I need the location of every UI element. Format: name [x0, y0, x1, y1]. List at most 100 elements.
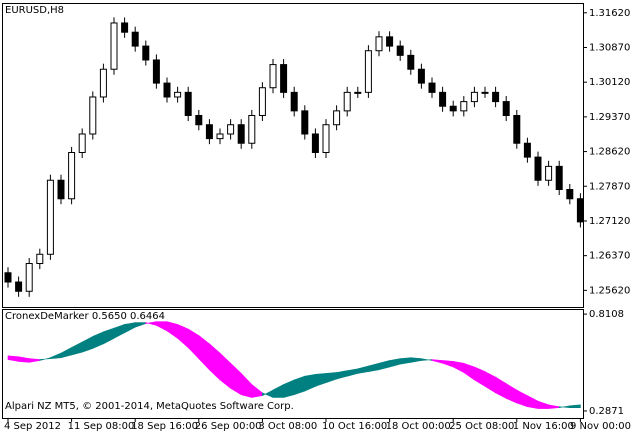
candle-body: [205, 124, 213, 140]
band-segment: [7, 355, 19, 362]
band-segment: [399, 357, 412, 365]
candle-body: [78, 133, 86, 153]
candle-body: [566, 189, 574, 200]
band-segment: [346, 368, 359, 377]
candle-body: [184, 91, 192, 116]
candle-body: [195, 114, 203, 126]
candle-body: [280, 64, 288, 93]
candle-body: [237, 124, 245, 144]
candle-body: [576, 198, 584, 223]
candle-body: [439, 91, 447, 107]
candle-body: [68, 151, 76, 200]
band-segment: [240, 372, 253, 398]
indicator-frame: [2, 309, 584, 419]
band-segment: [198, 334, 210, 371]
band-segment: [209, 343, 221, 381]
band-segment: [272, 384, 284, 398]
x-tick-label: 18 Oct 00:00: [386, 421, 451, 432]
candle-body: [449, 105, 457, 112]
x-tick-label: 18 Sep 16:00: [131, 421, 198, 432]
band-segment: [18, 356, 30, 363]
band-segment: [495, 376, 507, 399]
candle-body: [417, 68, 425, 84]
candle-body: [492, 91, 500, 103]
candle-body: [269, 64, 277, 89]
band-segment: [537, 400, 549, 409]
band-segment: [527, 395, 539, 409]
candle-body: [142, 45, 150, 61]
band-segment: [421, 358, 433, 361]
y-tick-label: 1.28620: [589, 147, 630, 158]
band-segment: [156, 321, 168, 332]
band-segment: [187, 328, 200, 360]
candle-body: [354, 91, 362, 94]
x-tick-label: 11 Sep 08:00: [68, 421, 135, 432]
band-segment: [71, 341, 83, 356]
candle-body: [163, 82, 171, 98]
candle-body: [4, 272, 12, 283]
candle-body: [25, 263, 33, 292]
chart-title: EURUSD,H8: [5, 5, 64, 16]
band-segment: [81, 335, 94, 353]
band-segment: [39, 357, 51, 361]
band-segment: [558, 405, 571, 409]
candle-body: [227, 124, 235, 135]
candle-body: [375, 36, 383, 52]
candle-body: [407, 54, 415, 70]
band-segment: [283, 379, 295, 398]
x-tick-label: 9 Nov 00:00: [570, 421, 631, 432]
candle-body: [216, 133, 224, 140]
candle-body: [258, 87, 266, 116]
indicator-title: CronexDeMarker 0.5650 0.6464: [5, 311, 165, 322]
y-tick-label: 1.31620: [589, 8, 630, 19]
candle-body: [322, 124, 330, 153]
x-tick-label: 4 Sep 2012: [4, 421, 61, 432]
band-segment: [293, 375, 306, 396]
band-segment: [516, 389, 528, 408]
candle-body: [174, 91, 182, 98]
x-tick-label: 1 Nov 16:00: [513, 421, 574, 432]
band-segment: [92, 331, 104, 349]
candle-body: [301, 110, 309, 135]
candle-body: [481, 91, 489, 94]
band-segment: [315, 373, 327, 387]
band-segment: [28, 358, 41, 363]
y-tick-label: 1.27120: [589, 216, 630, 227]
candle-body: [502, 101, 510, 116]
band-segment: [336, 370, 348, 380]
x-tick-label: 10 Oct 16:00: [322, 421, 387, 432]
band-segment: [103, 327, 115, 345]
band-segment: [452, 361, 465, 374]
band-segment: [166, 321, 178, 339]
candle-body: [99, 68, 107, 98]
band-segment: [304, 373, 316, 392]
x-tick-label: 3 Oct 08:00: [258, 421, 317, 432]
candle-body: [333, 110, 341, 126]
band-segment: [124, 322, 136, 334]
y-tick-label: 0.8108: [589, 309, 624, 320]
band-segment: [410, 357, 422, 363]
band-segment: [145, 321, 157, 326]
candle-body: [343, 91, 351, 112]
band-segment: [368, 362, 380, 372]
band-segment: [357, 365, 369, 374]
candle-body: [57, 179, 65, 200]
candle-body: [386, 36, 394, 47]
candle-body: [248, 114, 256, 144]
candle-body: [545, 165, 553, 181]
footer: Alpari NZ MT5, © 2001-2014, MetaQuotes S…: [5, 401, 294, 412]
band-segment: [431, 359, 443, 364]
band-segment: [484, 371, 496, 394]
candle-body: [428, 82, 436, 93]
candle-body: [534, 156, 542, 181]
x-tick-label: 25 Oct 08:00: [449, 421, 514, 432]
candle-body: [311, 133, 319, 153]
band-segment: [262, 389, 274, 398]
band-segment: [177, 323, 189, 349]
band-segment: [113, 324, 125, 339]
candle-body: [364, 50, 372, 93]
candle-body: [15, 281, 23, 292]
candle-body: [290, 91, 298, 112]
candle-body: [555, 165, 563, 191]
